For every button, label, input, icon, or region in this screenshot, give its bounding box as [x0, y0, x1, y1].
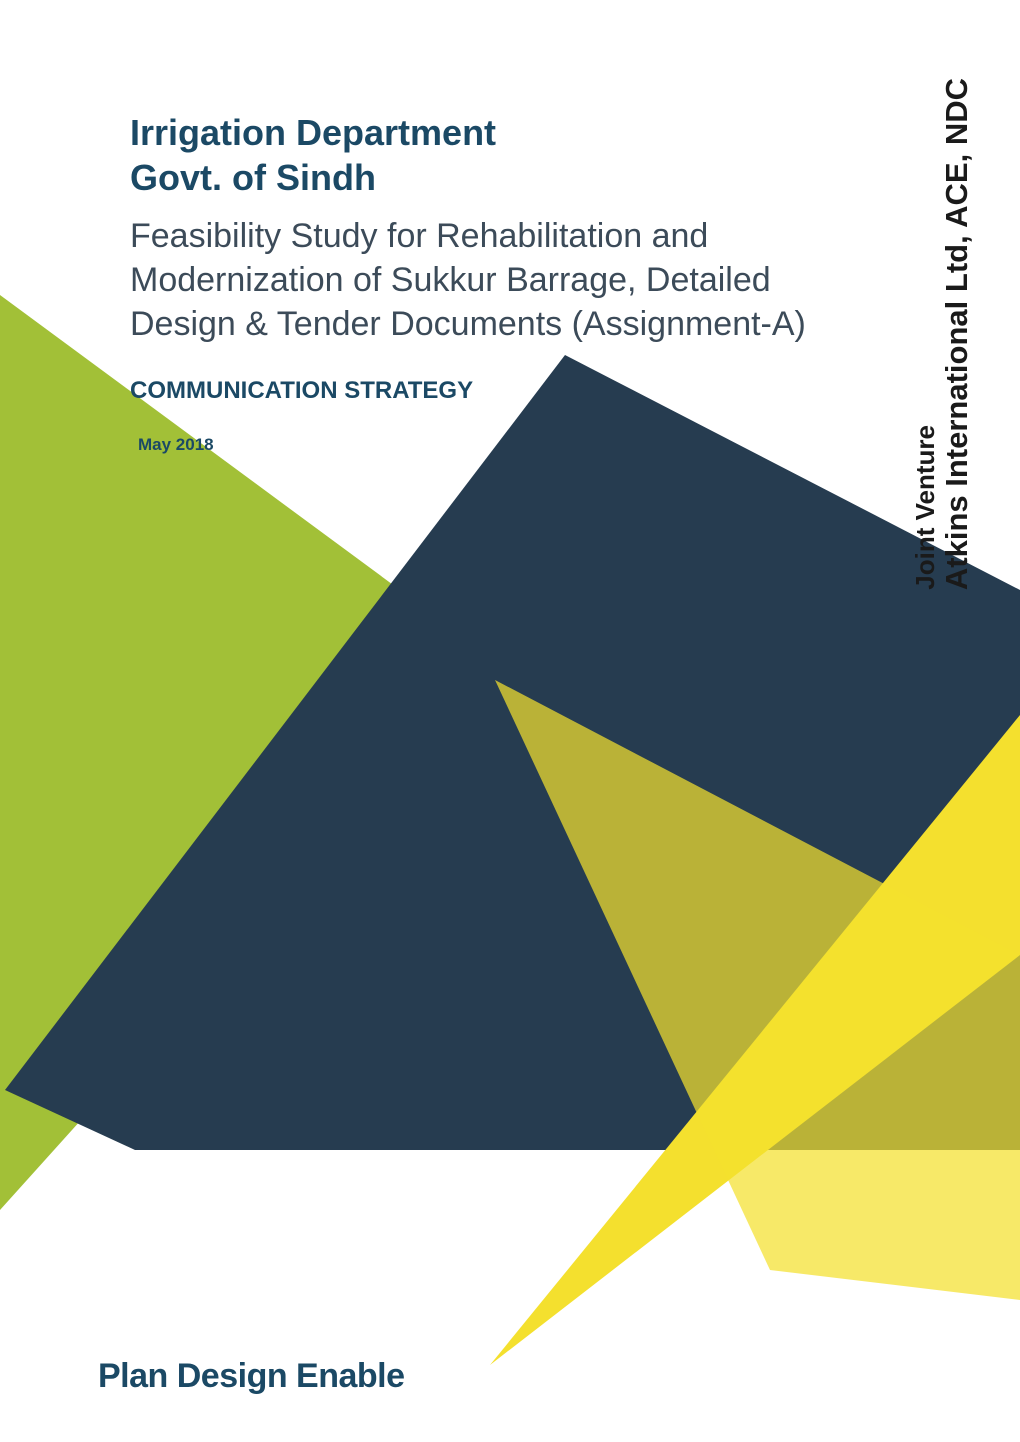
- document-title: Feasibility Study for Rehabilitation and…: [130, 214, 810, 347]
- org-line-2: Govt. of Sindh: [130, 157, 376, 198]
- footer-tagline: Plan Design Enable: [98, 1357, 405, 1396]
- org-line-1: Irrigation Department: [130, 112, 496, 153]
- sidebar-vertical-text: Joint Venture Atkins International Ltd, …: [909, 60, 974, 590]
- document-date: May 2018: [138, 435, 810, 455]
- sidebar-line-2: Atkins International Ltd, ACE, NDC: [940, 78, 974, 590]
- organization-heading: Irrigation Department Govt. of Sindh: [130, 110, 810, 200]
- cover-page: Irrigation Department Govt. of Sindh Fea…: [0, 0, 1020, 1442]
- sidebar-line-1: Joint Venture: [911, 425, 940, 590]
- cover-text-block: Irrigation Department Govt. of Sindh Fea…: [130, 110, 810, 455]
- section-heading: COMMUNICATION STRATEGY: [130, 377, 810, 405]
